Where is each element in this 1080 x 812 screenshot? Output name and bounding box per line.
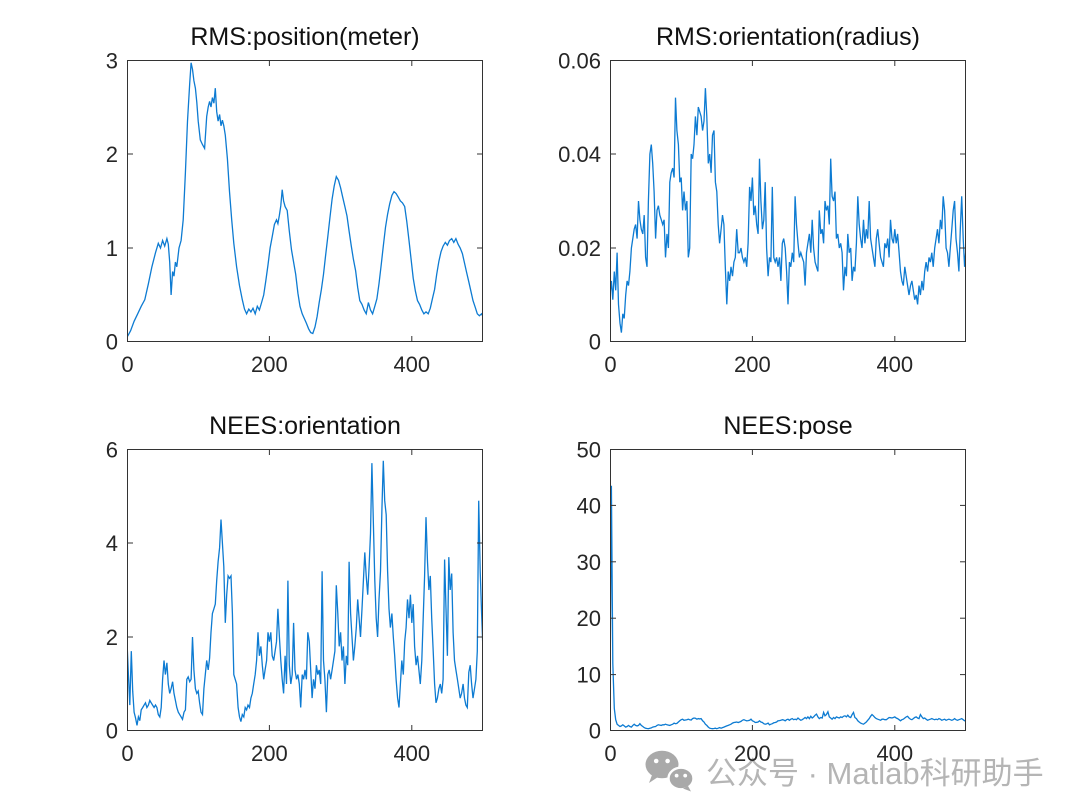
- wechat-icon: [645, 750, 694, 791]
- subplot-nees-orientation: NEES:orientation 0 200 400 0 2 4 6: [106, 409, 483, 766]
- svg-text:0: 0: [589, 330, 601, 355]
- svg-text:0: 0: [121, 741, 133, 766]
- svg-text:20: 20: [577, 606, 601, 631]
- svg-text:4: 4: [106, 531, 118, 556]
- svg-text:0: 0: [121, 352, 133, 377]
- nees-orientation-axes: 0 200 400 0 2 4 6: [106, 438, 483, 766]
- plot-title-nees-pose: NEES:pose: [723, 412, 853, 440]
- nees-pose-axes: 0 200 400 0 10 20 30 40 50: [577, 438, 966, 766]
- plot-title-rms-orientation: RMS:orientation(radius): [656, 23, 920, 51]
- watermark: 公众号 · Matlab科研助手: [644, 748, 1044, 793]
- plot-title-rms-position: RMS:position(meter): [190, 23, 420, 51]
- svg-text:0: 0: [589, 719, 601, 744]
- svg-text:2: 2: [106, 625, 118, 650]
- svg-text:6: 6: [106, 438, 118, 463]
- svg-text:400: 400: [876, 352, 913, 377]
- svg-text:50: 50: [577, 438, 601, 463]
- svg-text:0: 0: [604, 741, 616, 766]
- svg-text:1: 1: [106, 236, 118, 261]
- svg-text:200: 200: [734, 741, 771, 766]
- subplot-nees-pose: NEES:pose 0 200 400 0 10 20 30 40 50: [577, 409, 966, 766]
- svg-text:200: 200: [734, 352, 771, 377]
- watermark-text: 公众号 · Matlab科研助手: [706, 756, 1044, 791]
- svg-text:0.06: 0.06: [558, 49, 601, 74]
- svg-text:200: 200: [251, 741, 288, 766]
- svg-text:0.04: 0.04: [558, 142, 601, 167]
- svg-text:3: 3: [106, 49, 118, 74]
- svg-text:400: 400: [876, 741, 913, 766]
- svg-text:0: 0: [106, 330, 118, 355]
- subplot-rms-position: RMS:position(meter) 0 200 400 0 1 2 3: [106, 20, 483, 377]
- svg-text:200: 200: [251, 352, 288, 377]
- subplot-rms-orientation: RMS:orientation(radius) 0 200 400 0 0.02 0.04…: [558, 20, 966, 377]
- svg-text:0.02: 0.02: [558, 236, 601, 261]
- svg-text:10: 10: [577, 663, 601, 688]
- svg-text:2: 2: [106, 142, 118, 167]
- svg-text:400: 400: [393, 352, 430, 377]
- plot-title-nees-orientation: NEES:orientation: [209, 412, 401, 440]
- rms-position-axes: 0 200 400 0 1 2 3: [106, 49, 483, 377]
- svg-text:0: 0: [604, 352, 616, 377]
- svg-text:0: 0: [106, 719, 118, 744]
- svg-text:400: 400: [393, 741, 430, 766]
- svg-text:40: 40: [577, 493, 601, 518]
- rms-orientation-axes: 0 200 400 0 0.02 0.04 0.06: [558, 49, 966, 377]
- svg-text:30: 30: [577, 550, 601, 575]
